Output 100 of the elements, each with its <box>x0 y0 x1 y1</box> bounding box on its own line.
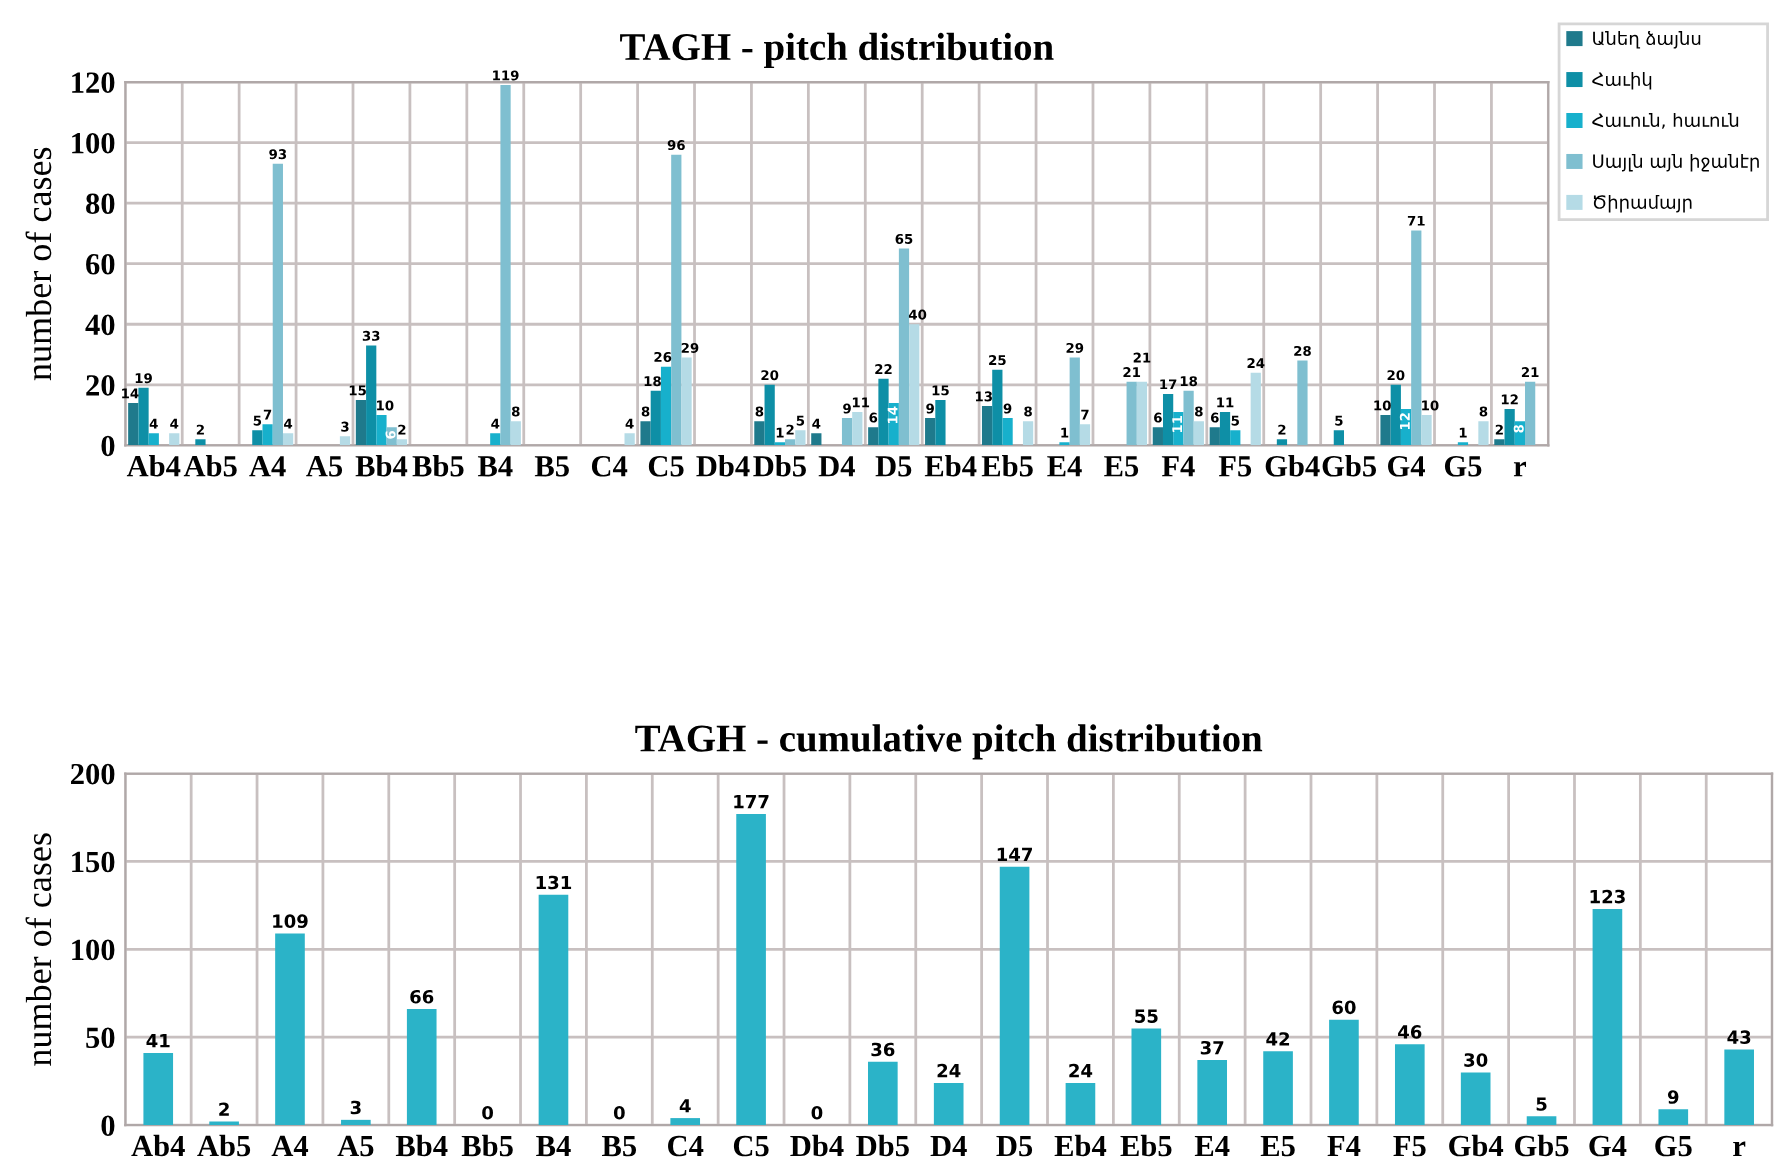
bar <box>671 154 682 446</box>
x-tick-label: Eb4 <box>924 455 977 477</box>
y-tick-label: 80 <box>86 193 115 215</box>
bar <box>1197 1060 1228 1126</box>
bar <box>1183 390 1194 446</box>
x-tick-label: C4 <box>668 1135 704 1157</box>
bar <box>670 1118 701 1126</box>
bar <box>376 415 387 446</box>
data-label: 0 <box>482 1105 494 1120</box>
data-label: 0 <box>613 1105 625 1120</box>
data-label: 0 <box>811 1105 823 1120</box>
data-label: 60 <box>1332 1000 1356 1015</box>
bar <box>795 430 806 446</box>
bar <box>1136 381 1148 446</box>
bar <box>640 421 651 446</box>
bar <box>868 427 879 446</box>
x-tick-label: B5 <box>602 1136 637 1157</box>
x-tick-label: G5 <box>1444 456 1482 477</box>
bar <box>1658 1109 1689 1126</box>
bar <box>1380 415 1391 446</box>
bar <box>650 390 661 446</box>
x-tick-label: Eb4 <box>1054 1134 1107 1157</box>
bar <box>1069 357 1080 446</box>
bar <box>811 433 822 446</box>
x-tick-label: Db5 <box>856 1134 909 1157</box>
x-tick-label: Bb4 <box>355 455 408 477</box>
x-tick-label: C5 <box>648 456 684 477</box>
bar <box>1193 421 1204 446</box>
x-tick-label: B5 <box>534 456 569 477</box>
bar <box>841 418 853 446</box>
x-tick-label: r <box>1513 461 1527 477</box>
x-tick-label: Gb4 <box>1265 455 1320 477</box>
bar <box>933 1082 964 1126</box>
bar <box>366 345 377 446</box>
data-label: 36 <box>871 1042 895 1057</box>
bar <box>1079 424 1091 446</box>
bar <box>1219 412 1231 446</box>
y-tick-label: 150 <box>72 851 115 873</box>
x-tick-label: E4 <box>1047 456 1082 477</box>
bar <box>1724 1049 1754 1126</box>
x-tick-label: D5 <box>875 456 912 477</box>
x-tick-label: Ab4 <box>131 1134 185 1157</box>
bar <box>500 85 511 446</box>
data-label: 177 <box>734 795 769 809</box>
data-label: 5 <box>1536 1097 1547 1111</box>
y-tick-label: 60 <box>86 253 115 275</box>
bar <box>1421 415 1432 446</box>
data-label: 2 <box>219 1102 229 1116</box>
bar <box>852 412 863 446</box>
y-tick-label: 100 <box>72 939 115 961</box>
bar <box>148 433 159 446</box>
bar <box>1394 1044 1425 1126</box>
y-axis-title: number of cases <box>25 147 52 381</box>
bar <box>282 433 294 446</box>
bar <box>1209 427 1220 446</box>
x-tick-label: A4 <box>271 1135 309 1157</box>
data-label: 9 <box>1667 1090 1679 1104</box>
data-label: 37 <box>1200 1040 1224 1055</box>
y-tick-label: 200 <box>71 763 115 785</box>
x-tick-label: Ab5 <box>183 455 237 477</box>
bar <box>1411 230 1422 446</box>
bar <box>624 433 635 446</box>
x-tick-label: F5 <box>1218 456 1252 477</box>
y-tick-label: 50 <box>86 1027 115 1049</box>
x-tick-label: B4 <box>536 1135 571 1157</box>
legend-label: Ծիրամայր <box>1593 194 1692 213</box>
bar <box>878 378 889 446</box>
bar <box>1525 381 1536 446</box>
bar <box>1504 409 1515 446</box>
data-label: 147 <box>997 847 1032 861</box>
x-tick-label: Bb5 <box>412 455 464 477</box>
data-label: 109 <box>273 914 308 928</box>
bar <box>1526 1116 1557 1126</box>
bar <box>1263 1051 1293 1126</box>
bar <box>1390 384 1401 446</box>
bar <box>169 433 180 446</box>
bar <box>396 439 408 446</box>
x-tick-label: A5 <box>337 1135 374 1157</box>
bar <box>999 866 1030 1126</box>
bar <box>764 384 775 446</box>
bar <box>992 369 1003 446</box>
bar <box>195 439 206 446</box>
y-tick-label: 100 <box>72 132 115 154</box>
legend-label: Սայլն այն իջանէր <box>1593 153 1759 172</box>
data-label: 30 <box>1464 1053 1488 1067</box>
data-label: 55 <box>1135 1009 1158 1023</box>
data-label: 42 <box>1266 1032 1290 1046</box>
data-label: 24 <box>937 1063 961 1078</box>
bar <box>538 894 569 1126</box>
x-tick-label: F5 <box>1393 1136 1426 1157</box>
bar <box>981 406 993 446</box>
bar <box>355 399 367 446</box>
bar <box>898 248 910 446</box>
x-tick-label: E4 <box>1194 1135 1230 1157</box>
bar <box>1002 418 1013 446</box>
x-tick-label: C4 <box>591 456 628 477</box>
bar <box>1329 1019 1359 1126</box>
y-axis-title: number of cases <box>25 833 52 1066</box>
bar <box>785 439 796 446</box>
chart-title: TAGH - cumulative pitch distribution <box>635 724 1263 760</box>
